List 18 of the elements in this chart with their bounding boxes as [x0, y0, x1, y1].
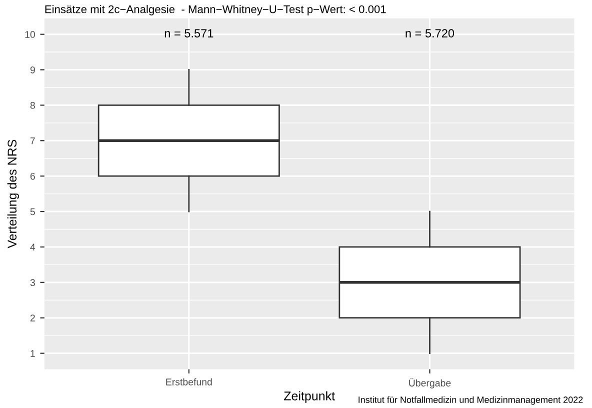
- y-tick-label: 9: [30, 66, 35, 74]
- chart-title: Einsätze mit 2c−Analgesie - Mann−Whitney−U−Test p−Wert: < 0.001: [45, 5, 386, 16]
- y-tick-label: 5: [30, 208, 35, 216]
- annotation: n = 5.571: [164, 29, 214, 38]
- y-tick-label: 6: [30, 172, 35, 180]
- y-tick-label: 10: [25, 31, 35, 38]
- y-tick-label: 3: [30, 279, 35, 286]
- y-tick-label: 8: [30, 102, 35, 109]
- y-tick-label: 2: [30, 314, 35, 322]
- x-tick-label: Übergabe: [409, 378, 451, 388]
- x-tick-label: Erstbefund: [166, 378, 212, 386]
- y-tick-label: 1: [30, 350, 35, 357]
- y-tick-label: 7: [30, 137, 35, 144]
- y-axis-title: Verteilung des NRS: [7, 140, 20, 248]
- text: Institut für Notfallmedizin und Medizinmanagement 2022: [358, 396, 583, 405]
- x-axis-title: Zeitpunkt: [284, 391, 335, 403]
- y-tick-label: 4: [30, 244, 36, 250]
- annotation: n = 5.720: [406, 29, 454, 38]
